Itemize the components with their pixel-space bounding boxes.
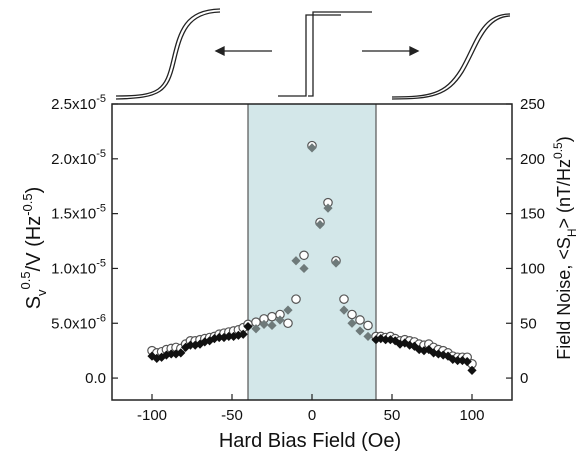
right-y-tick-label: 200: [520, 151, 545, 168]
filled-diamond-point: [363, 331, 373, 342]
open-circle-point: [339, 294, 349, 304]
filled-diamond-point: [233, 330, 243, 340]
x-tick-label: 0: [308, 407, 316, 424]
right-y-title-mid: > (nT/Hz: [554, 159, 574, 229]
filled-diamond-point: [238, 329, 248, 339]
left-y-tick-label: 2.0x10-5: [51, 148, 106, 168]
open-circle-point: [347, 309, 357, 320]
left-y-axis-title: Sv0.5/V (Hz-0.5): [18, 187, 49, 310]
shaded-region: [248, 104, 376, 400]
right-y-axis-ticks: 0 50 100 150 200 250: [506, 96, 545, 387]
filled-diamond-point: [409, 341, 419, 351]
filled-diamond-point: [390, 336, 400, 346]
filled-diamond-point: [355, 326, 365, 336]
right-y-tick-label: 100: [520, 260, 545, 277]
left-y-title-rest: /V (Hz: [23, 216, 45, 272]
filled-diamond-point: [195, 339, 205, 349]
filled-diamond-point: [214, 332, 224, 343]
open-circle-point: [355, 315, 365, 325]
filled-diamond-point: [462, 357, 472, 367]
filled-diamond-point: [229, 331, 239, 342]
filled-diamond-point: [381, 335, 391, 345]
x-tick-label: -50: [221, 407, 243, 424]
right-y-title-base: Field Noise, <S: [554, 237, 574, 360]
open-circle-point: [267, 311, 277, 322]
left-y-tick-label: 1.0x10-5: [51, 257, 106, 277]
right-y-title-sub: H: [565, 228, 579, 237]
right-arrow-icon: [362, 45, 420, 57]
left-y-title-base: S: [23, 296, 45, 309]
filled-diamond-point: [283, 305, 293, 315]
x-tick-label: 100: [459, 407, 484, 424]
filled-diamond-point: [307, 143, 317, 153]
filled-diamond-point: [339, 305, 349, 315]
filled-diamond-point: [376, 334, 386, 344]
right-y-title-sup: 0.5: [551, 142, 565, 159]
filled-diamond-point: [259, 319, 269, 329]
left-arrow-icon: [214, 45, 272, 57]
filled-diamond-point: [315, 219, 325, 230]
filled-diamond-point: [467, 365, 477, 375]
filled-diamond-point: [209, 334, 219, 344]
left-y-tick-label: 2.5x10-5: [51, 93, 106, 113]
filled-diamond-point: [453, 355, 463, 366]
right-y-tick-label: 50: [520, 315, 537, 332]
filled-diamond-point: [185, 340, 195, 350]
right-y-axis-title: Field Noise, <SH> (nT/Hz0.5): [551, 136, 579, 359]
filled-diamond-point: [161, 350, 171, 360]
filled-diamond-point: [347, 318, 357, 328]
filled-diamond-point: [438, 350, 448, 360]
x-axis-title: Hard Bias Field (Oe): [219, 430, 401, 452]
right-y-tick-label: 150: [520, 206, 545, 223]
filled-diamond-point: [448, 354, 458, 365]
left-y-title-sup: 0.5: [18, 271, 33, 289]
filled-diamond-point: [171, 349, 181, 359]
filled-diamond-point: [385, 335, 395, 345]
filled-diamond-point: [299, 263, 309, 274]
square-hysteresis-loop-sketch: [278, 11, 372, 97]
filled-diamond-point: [400, 338, 410, 348]
left-y-title-rest-sup: -0.5: [20, 193, 35, 215]
right-y-tick-label: 250: [520, 96, 545, 113]
right-y-tick-label: 0: [520, 370, 528, 387]
filled-diamond-point: [433, 349, 443, 359]
filled-diamond-point: [243, 321, 253, 332]
open-circle-point: [283, 318, 293, 329]
filled-diamond-point: [291, 256, 301, 266]
filled-diamond-point: [181, 342, 191, 352]
left-s-curve-sketch: [115, 8, 221, 100]
left-y-tick-label: 0.0: [85, 370, 106, 387]
right-s-curve-sketch: [391, 13, 511, 100]
filled-diamond-point: [176, 348, 186, 358]
left-y-title-close: ): [23, 187, 45, 194]
x-axis-ticks: -100 -50 0 50 100: [137, 394, 485, 424]
filled-diamond-point: [267, 320, 277, 331]
x-tick-label: 50: [384, 407, 401, 424]
filled-diamond-point: [224, 331, 234, 342]
open-circle-point: [291, 294, 301, 304]
filled-diamond-point: [275, 315, 285, 325]
left-y-axis-ticks: 0.0 5.0x10-6 1.0x10-5 1.5x10-5 2.0x10-5 2.5x1…: [51, 93, 118, 387]
series-filled-diamonds: [147, 143, 477, 375]
filled-diamond-point: [166, 349, 176, 359]
right-y-title-close: ): [554, 136, 574, 142]
left-y-title-sub: v: [34, 289, 49, 296]
filled-diamond-point: [331, 258, 341, 268]
open-circle-point: [299, 250, 309, 261]
filled-diamond-point: [251, 324, 261, 334]
filled-diamond-point: [323, 203, 333, 213]
x-tick-label: -100: [137, 407, 167, 424]
left-y-tick-label: 1.5x10-5: [51, 203, 106, 223]
left-y-tick-label: 5.0x10-6: [51, 312, 106, 332]
open-circle-point: [363, 320, 373, 331]
